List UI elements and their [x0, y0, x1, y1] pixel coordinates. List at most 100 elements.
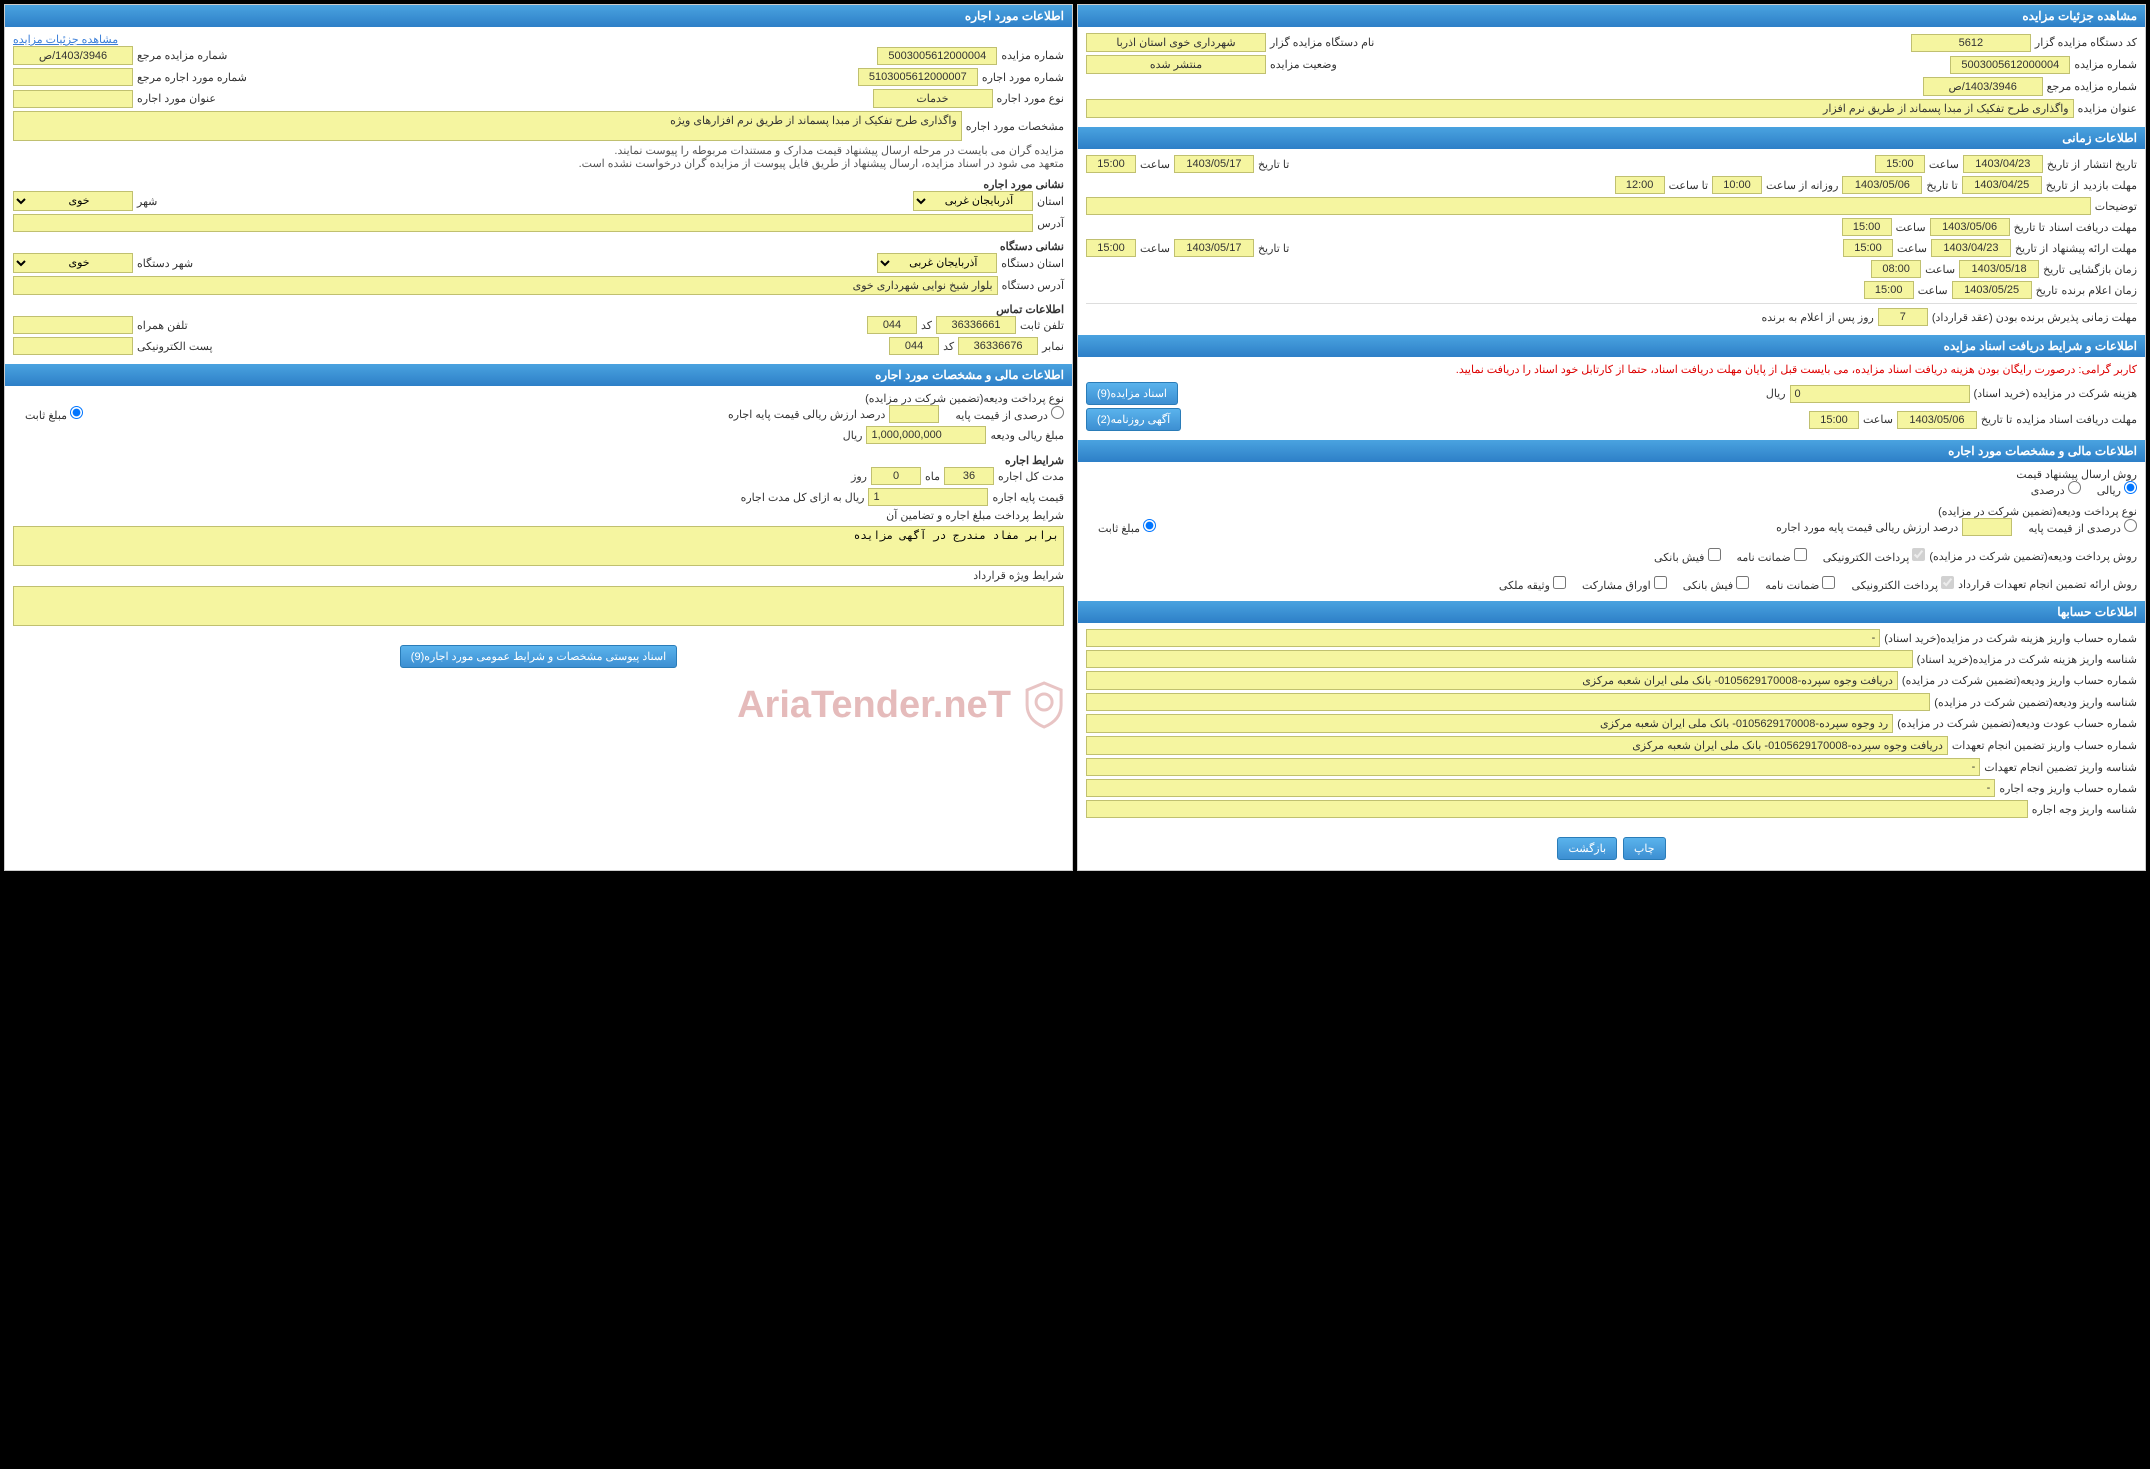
lease-spec-label: مشخصات مورد اجاره [966, 120, 1064, 133]
chk-guarantee[interactable]: ضمانت نامه [1737, 548, 1807, 564]
daily-ad-button[interactable]: آگهی روزنامه(2) [1086, 408, 1181, 431]
chk-obl-receipt[interactable]: فیش بانکی [1683, 576, 1749, 592]
address-field [13, 214, 1033, 232]
docs-deadline-time-field: 15:00 [1809, 411, 1859, 429]
visit-daily-from-field: 10:00 [1712, 176, 1762, 194]
accept-period-label: مهلت زمانی پذیرش برنده بودن (عقد قرارداد… [1932, 311, 2137, 324]
view-details-link[interactable]: مشاهده جزئیات مزایده [13, 34, 118, 46]
payment-cond-field[interactable] [13, 526, 1064, 566]
auction-title-field: واگذاری طرح تفکیک از مبدا پسماند از طریق… [1086, 99, 2074, 118]
receive-docs-to-field: 1403/05/06 [1930, 218, 2010, 236]
device-province-select[interactable]: آذربایجان غربی [877, 253, 997, 273]
email-field [13, 337, 133, 355]
acc1-field: - [1086, 629, 1880, 647]
chk-property[interactable]: وثیقه ملکی [1499, 576, 1566, 592]
lease-note2: متعهد می شود در اسناد مزایده، ارسال پیشن… [13, 157, 1064, 170]
special-cond-field[interactable] [13, 586, 1064, 626]
opening-time-field: 08:00 [1871, 260, 1921, 278]
email-label: پست الکترونیکی [137, 340, 213, 353]
province-select[interactable]: آذربایجان غربی [913, 191, 1033, 211]
print-button[interactable]: چاپ [1623, 837, 1666, 860]
date-label-winner: تاریخ [2036, 284, 2058, 297]
fee-unit: ریال [1766, 387, 1786, 400]
winner-label: زمان اعلام برنده [2062, 284, 2137, 297]
lease-ref-field [13, 68, 133, 86]
city-select[interactable]: خوی [13, 191, 133, 211]
proposal-from-field: 1403/04/23 [1931, 239, 2011, 257]
ref-no-label: شماره مزایده مرجع [2047, 80, 2137, 93]
code-field: 044 [867, 316, 917, 334]
lease-info-body: مشاهده جزئیات مزایده شماره مزایده 500300… [5, 27, 1072, 364]
r-deposit-type-group: درصدی از قیمت پایه درصد ارزش ریالی قیمت … [13, 405, 1064, 423]
from-date-label-3: از تاریخ [2015, 242, 2048, 255]
chk-electronic[interactable]: پرداخت الکترونیکی [1823, 548, 1926, 564]
r-radio-fixed[interactable]: مبلغ ثابت [25, 406, 83, 422]
attachments-button[interactable]: اسناد پیوستی مشخصات و شرایط عمومی مورد ا… [400, 645, 677, 668]
auction-details-header: مشاهده جزئیات مزایده [1078, 5, 2145, 27]
acc5-field: رد وجوه سپرده-0105629170008- بانک ملی ای… [1086, 714, 1893, 733]
device-city-label: شهر دستگاه [137, 257, 193, 270]
months-label: ماه [925, 470, 940, 483]
acc1-label: شماره حساب واریز هزینه شرکت در مزایده(خر… [1884, 632, 2137, 645]
accept-period-field: 7 [1878, 308, 1928, 326]
chk-obl-guarantee[interactable]: ضمانت نامه [1765, 576, 1835, 592]
receive-docs-label: مهلت دریافت اسناد [2049, 221, 2137, 234]
mobile-label: تلفن همراه [137, 319, 188, 332]
device-province-label: استان دستگاه [1001, 257, 1064, 270]
to-date-label-3: تا تاریخ [2014, 221, 2045, 234]
radio-percent-base[interactable]: درصدی از قیمت پایه [2028, 519, 2137, 535]
deposit-amount-field: 1,000,000,000 [866, 426, 986, 444]
address-header: نشانی مورد اجاره [13, 178, 1064, 191]
right-button-row: اسناد پیوستی مشخصات و شرایط عمومی مورد ا… [5, 635, 1072, 678]
device-city-select[interactable]: خوی [13, 253, 133, 273]
financial-body: روش ارسال پیشنهاد قیمت ریالی درصدی نوع پ… [1078, 462, 2145, 601]
agency-name-field: شهرداری خوی استان اذربا [1086, 33, 1266, 52]
back-button[interactable]: بازگشت [1557, 837, 1617, 860]
date-label-opening: تاریخ [2043, 263, 2065, 276]
percent-base-field [1962, 518, 2012, 536]
auction-docs-button[interactable]: اسناد مزایده(9) [1086, 382, 1178, 405]
acc9-label: شناسه واریز وجه اجاره [2032, 803, 2137, 816]
opening-label: زمان بازگشایی [2069, 263, 2137, 276]
chk-bank-receipt[interactable]: فیش بانکی [1654, 548, 1720, 564]
financial-spec-body: نوع پرداخت ودیعه(تضمین شرکت در مزایده) د… [5, 386, 1072, 635]
city-label: شهر [137, 195, 157, 208]
chk-securities[interactable]: اوراق مشارکت [1582, 576, 1667, 592]
lease-note1: مزایده گران می بایست در مرحله ارسال پیشن… [13, 144, 1064, 157]
winner-date-field: 1403/05/25 [1952, 281, 2032, 299]
receive-docs-header: اطلاعات و شرایط دریافت اسناد مزایده [1078, 335, 2145, 357]
time-label-3: ساعت [1896, 221, 1926, 234]
acc3-field: دریافت وجوه سپرده-0105629170008- بانک مل… [1086, 671, 1898, 690]
from-date-label-1: از تاریخ [2047, 158, 2080, 171]
days-field: 0 [871, 467, 921, 485]
radio-riyali[interactable]: ریالی [2097, 481, 2137, 497]
publish-time-field: 15:00 [1875, 155, 1925, 173]
phone-label: تلفن ثابت [1020, 319, 1064, 332]
winner-time-field: 15:00 [1864, 281, 1914, 299]
to-date-label-5: تا تاریخ [1981, 413, 2012, 426]
acc9-field [1086, 800, 2028, 818]
address-label: آدرس [1037, 217, 1064, 230]
acc6-label: شماره حساب واریز تضمین انجام تعهدات [1952, 739, 2137, 752]
acc7-field: - [1086, 758, 1980, 776]
left-panel: مشاهده جزئیات مزایده کد دستگاه مزایده گز… [1077, 4, 2146, 871]
time-info-body: تاریخ انتشار از تاریخ 1403/04/23 ساعت 15… [1078, 149, 2145, 335]
device-address-header: نشانی دستگاه [13, 240, 1064, 253]
months-field: 36 [944, 467, 994, 485]
acc6-field: دریافت وجوه سپرده-0105629170008- بانک مل… [1086, 736, 1948, 755]
acc8-field: - [1086, 779, 1995, 797]
auction-no-label: شماره مزایده [2074, 58, 2137, 71]
radio-percent[interactable]: درصدی [2031, 481, 2081, 497]
fee-field: 0 [1790, 385, 1970, 403]
fax-field: 36336676 [958, 337, 1038, 355]
receive-docs-body: کاربر گرامی: درصورت رایگان بودن هزینه در… [1078, 357, 2145, 440]
docs-deadline-date-field: 1403/05/06 [1897, 411, 1977, 429]
lease-title-field [13, 90, 133, 108]
radio-fixed[interactable]: مبلغ ثابت [1098, 519, 1156, 535]
time-label-6: ساعت [1925, 263, 1955, 276]
deposit-method-label: روش پرداخت ودیعه(تضمین شرکت در مزایده) [1929, 550, 2137, 563]
r-radio-percent-base[interactable]: درصدی از قیمت پایه [955, 406, 1064, 422]
chk-obl-electronic[interactable]: پرداخت الکترونیکی [1851, 576, 1954, 592]
to-date-label-2: تا تاریخ [1926, 179, 1957, 192]
phone-field: 36336661 [936, 316, 1016, 334]
